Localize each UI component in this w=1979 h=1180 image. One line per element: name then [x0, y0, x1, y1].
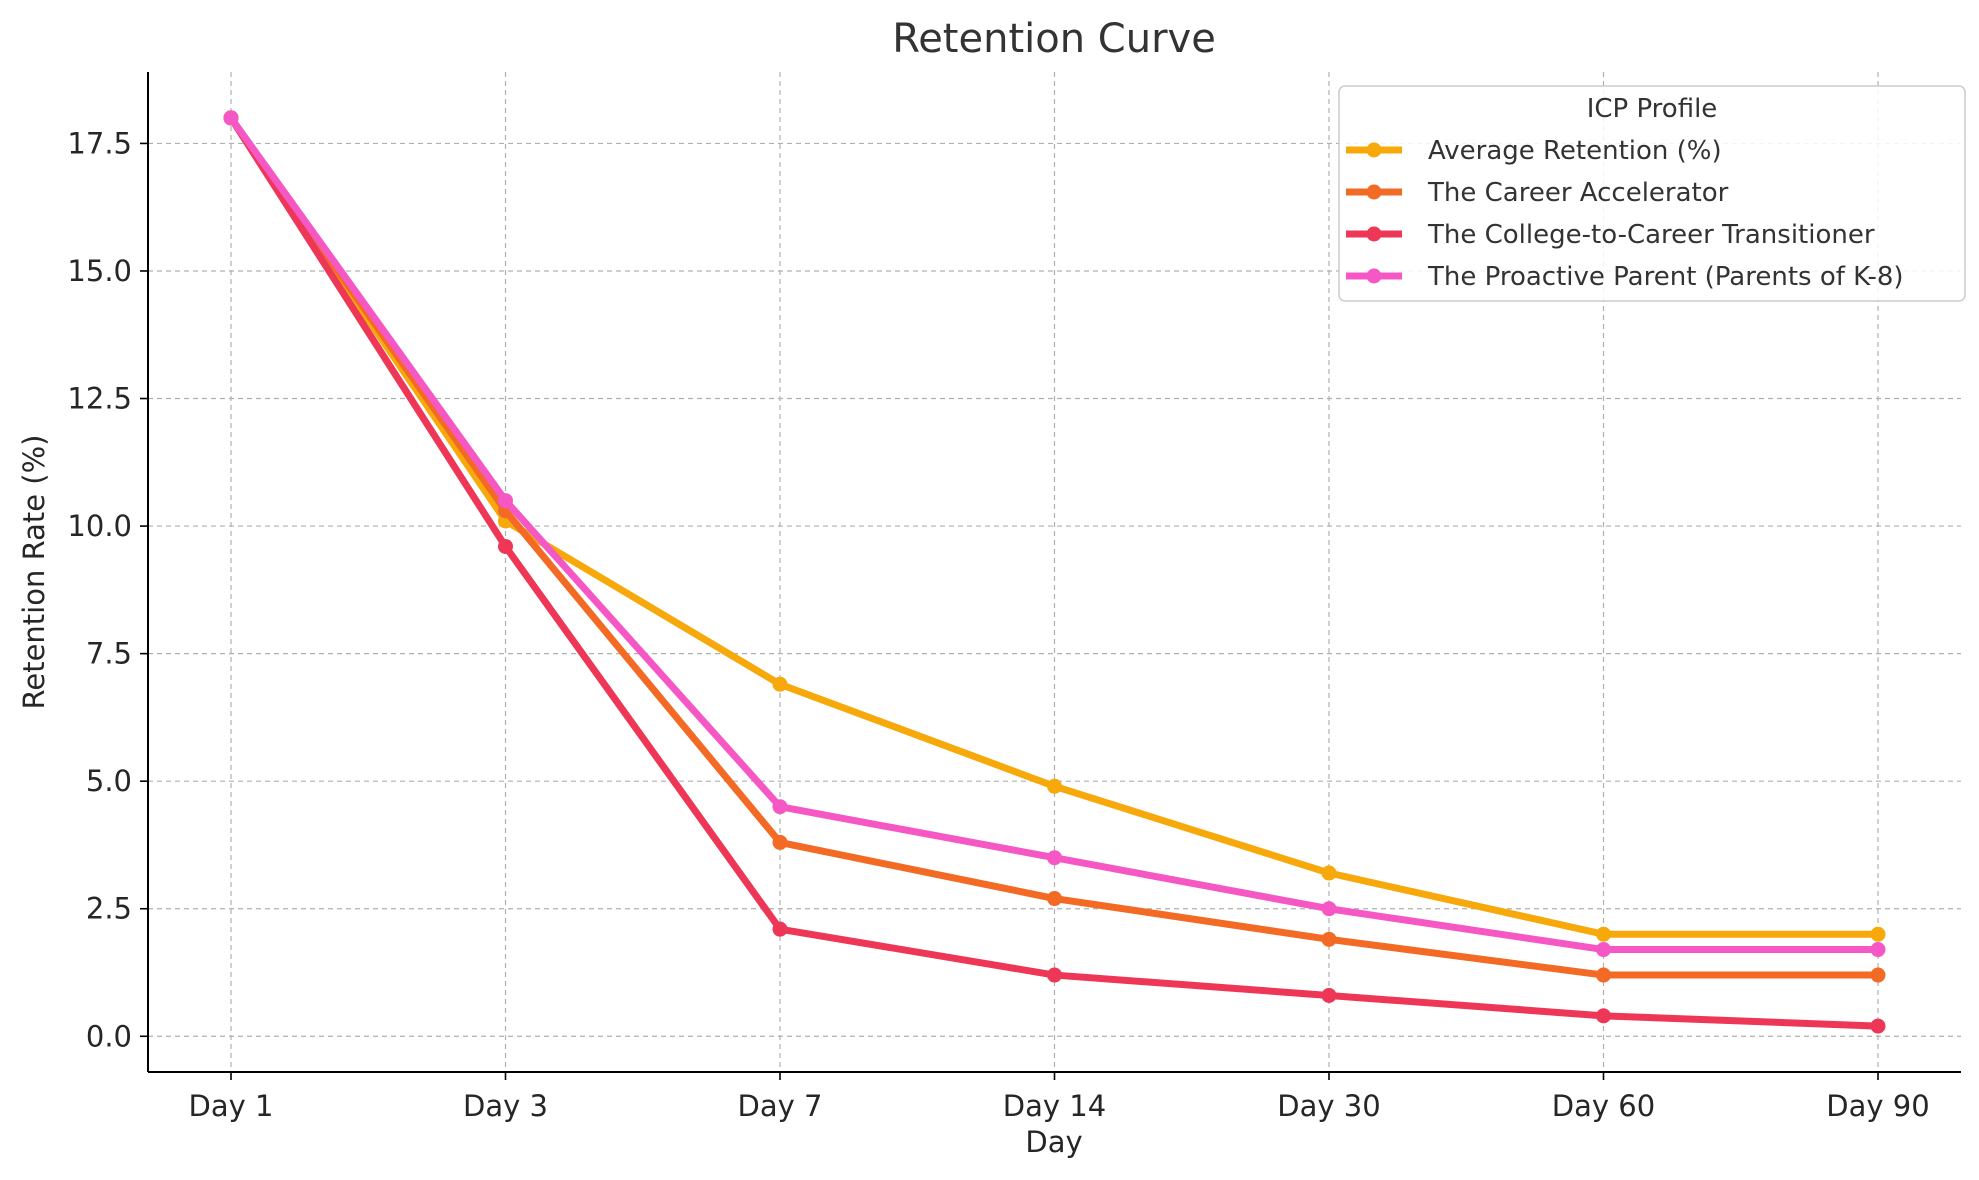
- data-point: [1870, 1018, 1886, 1034]
- data-point: [1321, 901, 1337, 917]
- x-axis-title: Day: [1025, 1125, 1082, 1159]
- data-point: [1321, 931, 1337, 947]
- x-tick-label: Day 30: [1277, 1089, 1380, 1123]
- data-point: [772, 676, 788, 692]
- y-tick-label: 2.5: [86, 892, 132, 926]
- legend-swatch-marker: [1366, 142, 1382, 158]
- legend-label: The Proactive Parent (Parents of K-8): [1427, 262, 1904, 292]
- data-point: [1596, 967, 1611, 983]
- y-tick-label: 0.0: [86, 1019, 132, 1053]
- y-tick-label: 15.0: [67, 254, 132, 288]
- data-point: [1596, 1008, 1611, 1024]
- data-point: [1870, 967, 1886, 983]
- chart-title: Retention Curve: [892, 16, 1216, 62]
- x-tick-label: Day 14: [1003, 1089, 1106, 1123]
- legend-label: The Career Accelerator: [1427, 178, 1729, 208]
- y-tick-label: 10.0: [67, 509, 132, 543]
- legend: ICP Profile Average Retention (%) The Car…: [1338, 85, 1966, 302]
- data-point: [1047, 850, 1062, 866]
- x-tick-label: Day 1: [189, 1089, 274, 1123]
- y-tick-label: 7.5: [86, 637, 132, 671]
- y-tick-label: 12.5: [67, 382, 132, 416]
- data-point: [1047, 778, 1062, 794]
- data-point: [1870, 942, 1886, 958]
- legend-swatch-marker: [1366, 184, 1382, 200]
- legend-box: [1338, 85, 1966, 302]
- legend-items: Average Retention (%) The Career Accelera…: [1346, 136, 1904, 292]
- y-tick-label: 17.5: [67, 126, 132, 160]
- data-point: [498, 538, 513, 554]
- x-tick-label: Day 3: [463, 1089, 548, 1123]
- y-tick-label: 5.0: [86, 764, 132, 798]
- legend-swatch-marker: [1366, 226, 1382, 242]
- data-point: [1047, 967, 1062, 983]
- data-point: [498, 493, 513, 509]
- data-point: [772, 799, 788, 815]
- legend-item: The Career Accelerator: [1346, 178, 1729, 208]
- x-tick-label: Day 60: [1552, 1089, 1655, 1123]
- legend-title: ICP Profile: [1587, 94, 1718, 124]
- legend-item: Average Retention (%): [1346, 136, 1722, 166]
- x-tick-label: Day 7: [738, 1089, 823, 1123]
- data-point: [772, 921, 788, 937]
- x-tick-label: Day 90: [1826, 1089, 1929, 1123]
- legend-item: The College-to-Career Transitioner: [1346, 220, 1875, 250]
- data-point: [1870, 926, 1886, 942]
- data-point: [1047, 891, 1062, 907]
- legend-swatch-marker: [1366, 268, 1382, 284]
- data-point: [1321, 865, 1337, 881]
- legend-label: The College-to-Career Transitioner: [1427, 220, 1875, 250]
- legend-label: Average Retention (%): [1428, 136, 1722, 166]
- series-4: [223, 110, 1886, 958]
- tick-layer: Day 1 Day 3 Day 7 Day 14 Day 30 Day 60 Day 90 0…: [67, 126, 1929, 1123]
- series-layer: [223, 110, 1886, 1034]
- data-point: [1596, 926, 1611, 942]
- data-point: [772, 834, 788, 850]
- y-axis-title: Retention Rate (%): [17, 435, 51, 710]
- legend-item: The Proactive Parent (Parents of K-8): [1346, 262, 1904, 292]
- data-point: [223, 110, 239, 126]
- data-point: [1321, 987, 1337, 1003]
- data-point: [1596, 942, 1611, 958]
